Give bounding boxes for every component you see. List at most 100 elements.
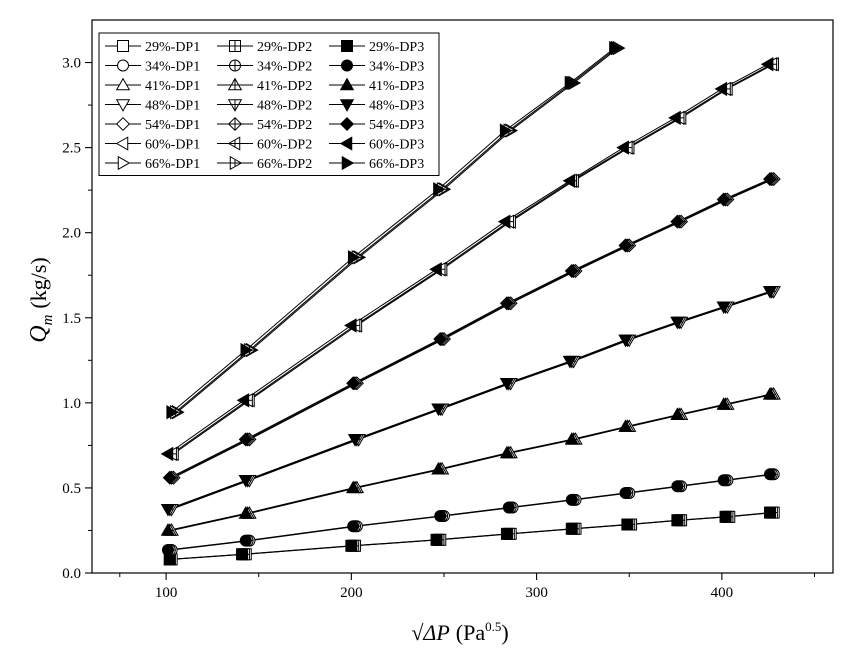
y-axis-label-main: Q [26,325,52,342]
x-tick-label: 300 [525,585,548,601]
legend-item-54pct-dp1: 54%-DP1 [105,116,200,133]
legend-item-29pct-dp1: 29%-DP1 [105,40,200,55]
data-point-29pct-dp3 [621,518,634,531]
data-point-60pct-dp3 [616,140,629,155]
data-point-41pct-dp3 [564,432,579,445]
plot-area-frame [91,19,834,574]
legend-marker-66pct-dp3 [341,155,355,171]
data-point-66pct-dp3 [166,405,179,420]
y-axis-label: Qm (kg/s) [26,257,56,343]
data-point-29pct-dp3 [565,522,578,535]
legend-marker-60pct-dp2 [227,136,241,151]
legend-item-29pct-dp2: 29%-DP2 [217,40,312,55]
data-point-60pct-dp3 [760,57,774,72]
series-line-29pct-dp3 [169,512,771,560]
legend-label-54pct-dp2: 54%-DP2 [257,118,312,133]
data-point-34pct-dp3 [671,480,684,493]
data-point-54pct-dp3 [499,296,514,311]
x-axis-label-unit-open: ( [456,620,463,645]
x-tick-label: 400 [711,585,734,601]
y-tick-label: 1.0 [62,396,81,412]
data-point-66pct-dp3 [240,342,254,358]
legend-label-34pct-dp1: 34%-DP1 [145,60,200,75]
y-tick-label: 2.0 [62,226,81,242]
data-point-41pct-dp3 [762,387,778,400]
legend-item-66pct-dp2: 66%-DP2 [217,155,312,172]
legend-item-48pct-dp3: 48%-DP3 [329,99,424,114]
y-axis: 0.0 0.5 1.0 1.5 2.0 2.5 3.0 [62,56,92,582]
data-point-66pct-dp3 [433,182,446,197]
data-point-54pct-dp3 [762,172,778,187]
legend-item-34pct-dp1: 34%-DP1 [105,59,200,75]
y-tick-label: 0.5 [62,481,81,497]
data-point-29pct-dp3 [500,527,513,540]
series-line-48pct-dp2 [169,290,773,510]
data-point-34pct-dp3 [565,493,578,506]
series-line-60pct-dp2 [171,63,773,455]
y-tick-label: 3.0 [62,56,81,72]
data-point-54pct-dp3 [670,214,685,229]
legend-item-34pct-dp2: 34%-DP2 [217,59,312,75]
data-point-48pct-dp3 [618,334,633,348]
legend-item-66pct-dp1: 66%-DP1 [105,155,200,172]
data-point-48pct-dp3 [670,316,685,330]
legend-item-66pct-dp3: 66%-DP3 [329,155,424,172]
data-point-60pct-dp3 [497,214,511,229]
data-point-60pct-dp3 [429,262,442,277]
data-point-60pct-dp3 [562,173,576,188]
data-point-48pct-dp3 [347,434,363,447]
legend-label-29pct-dp3: 29%-DP3 [369,40,424,55]
data-point-54pct-dp3 [238,432,253,447]
y-axis-label-unit: (kg/s) [26,257,51,308]
legend-item-48pct-dp1: 48%-DP1 [105,99,200,114]
data-point-41pct-dp3 [670,407,685,421]
y-axis-label-sub: m [40,314,56,325]
data-point-41pct-dp3 [160,523,176,536]
y-tick-label: 1.5 [62,311,81,327]
legend-item-34pct-dp3: 34%-DP3 [329,59,424,75]
legend-marker-34pct-dp3 [341,59,353,72]
data-point-34pct-dp3 [619,487,632,500]
series-line-41pct-dp3 [167,393,771,531]
legend-item-48pct-dp2: 48%-DP2 [217,99,312,114]
data-point-60pct-dp3 [160,446,174,462]
data-point-48pct-dp3 [431,403,446,417]
data-point-29pct-dp3 [719,510,732,523]
data-point-54pct-dp3 [618,238,633,253]
legend-marker-60pct-dp1 [115,136,129,151]
legend-item-41pct-dp3: 41%-DP3 [329,77,424,94]
data-point-60pct-dp3 [344,318,357,333]
data-point-48pct-dp3 [238,475,253,488]
legend-label-66pct-dp2: 66%-DP2 [257,157,312,172]
y-tick-label: 0.0 [62,566,81,582]
data-point-60pct-dp3 [236,393,250,408]
series-lines [167,47,774,560]
data-point-29pct-dp3 [671,514,684,527]
data-point-29pct-dp3 [430,533,443,546]
legend-label-29pct-dp2: 29%-DP2 [257,40,312,55]
legend-marker-66pct-dp1 [117,155,131,171]
legend-label-41pct-dp2: 41%-DP2 [257,79,312,94]
legend-box [98,32,440,176]
series-line-60pct-dp3 [167,63,769,455]
legend-item-60pct-dp3: 60%-DP3 [329,136,424,153]
data-point-66pct-dp3 [347,250,361,265]
data-point-66pct-dp3 [499,123,513,138]
x-axis-label-unit-exp: 0.5 [485,619,501,634]
legend-marker-66pct-dp2 [229,155,243,171]
data-point-34pct-dp3 [239,534,252,547]
legend-marker-29pct-dp3 [341,40,353,52]
data-point-29pct-dp3 [345,539,358,552]
legend-marker-60pct-dp3 [339,136,353,151]
x-axis: 100 200 300 400 [119,573,815,601]
data-point-54pct-dp3 [433,332,448,347]
legend-marker-29pct-dp2 [229,40,241,52]
data-point-54pct-dp3 [162,470,177,485]
x-axis-label-main: √ΔP [411,620,449,645]
legend-label-66pct-dp1: 66%-DP1 [145,157,200,172]
data-point-60pct-dp3 [668,110,681,126]
data-point-54pct-dp3 [346,376,361,391]
data-point-41pct-dp3 [346,480,361,494]
series-markers [160,40,781,566]
legend-marker-41pct-dp1 [115,77,131,91]
